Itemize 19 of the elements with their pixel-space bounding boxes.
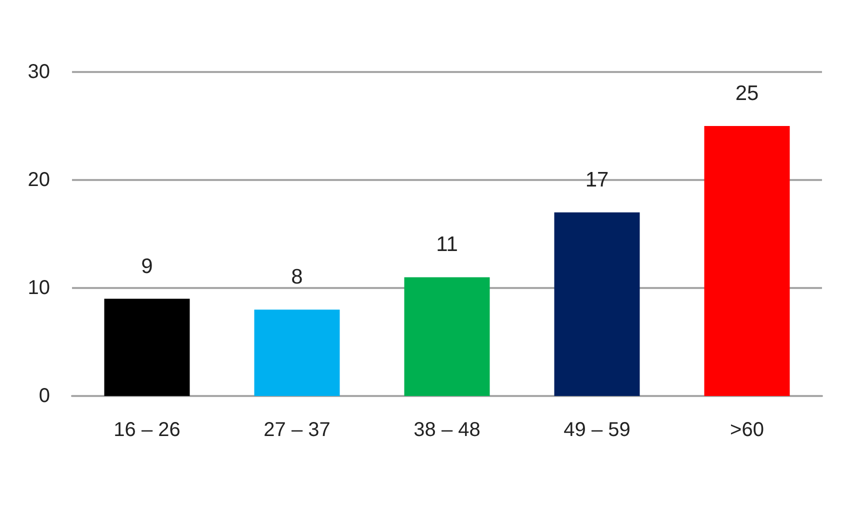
data-label: 8 bbox=[291, 266, 303, 289]
y-tick-label: 30 bbox=[28, 61, 50, 83]
bar bbox=[404, 277, 490, 396]
bar bbox=[254, 310, 340, 396]
x-tick-label: >60 bbox=[730, 419, 764, 441]
data-label: 9 bbox=[141, 254, 153, 278]
bar bbox=[104, 298, 190, 396]
bar bbox=[704, 126, 790, 396]
x-tick-label: 38 – 48 bbox=[414, 419, 480, 441]
x-tick-label: 49 – 59 bbox=[564, 419, 630, 441]
bar bbox=[554, 212, 640, 396]
y-tick-label: 20 bbox=[28, 169, 50, 191]
data-label: 17 bbox=[585, 168, 609, 192]
x-tick-label: 27 – 37 bbox=[264, 419, 330, 441]
y-tick-label: 0 bbox=[38, 385, 50, 407]
x-tick-label: 16 – 26 bbox=[114, 419, 180, 441]
y-tick-label: 10 bbox=[28, 277, 50, 299]
data-label: 25 bbox=[735, 82, 759, 105]
data-label: 11 bbox=[436, 233, 458, 256]
